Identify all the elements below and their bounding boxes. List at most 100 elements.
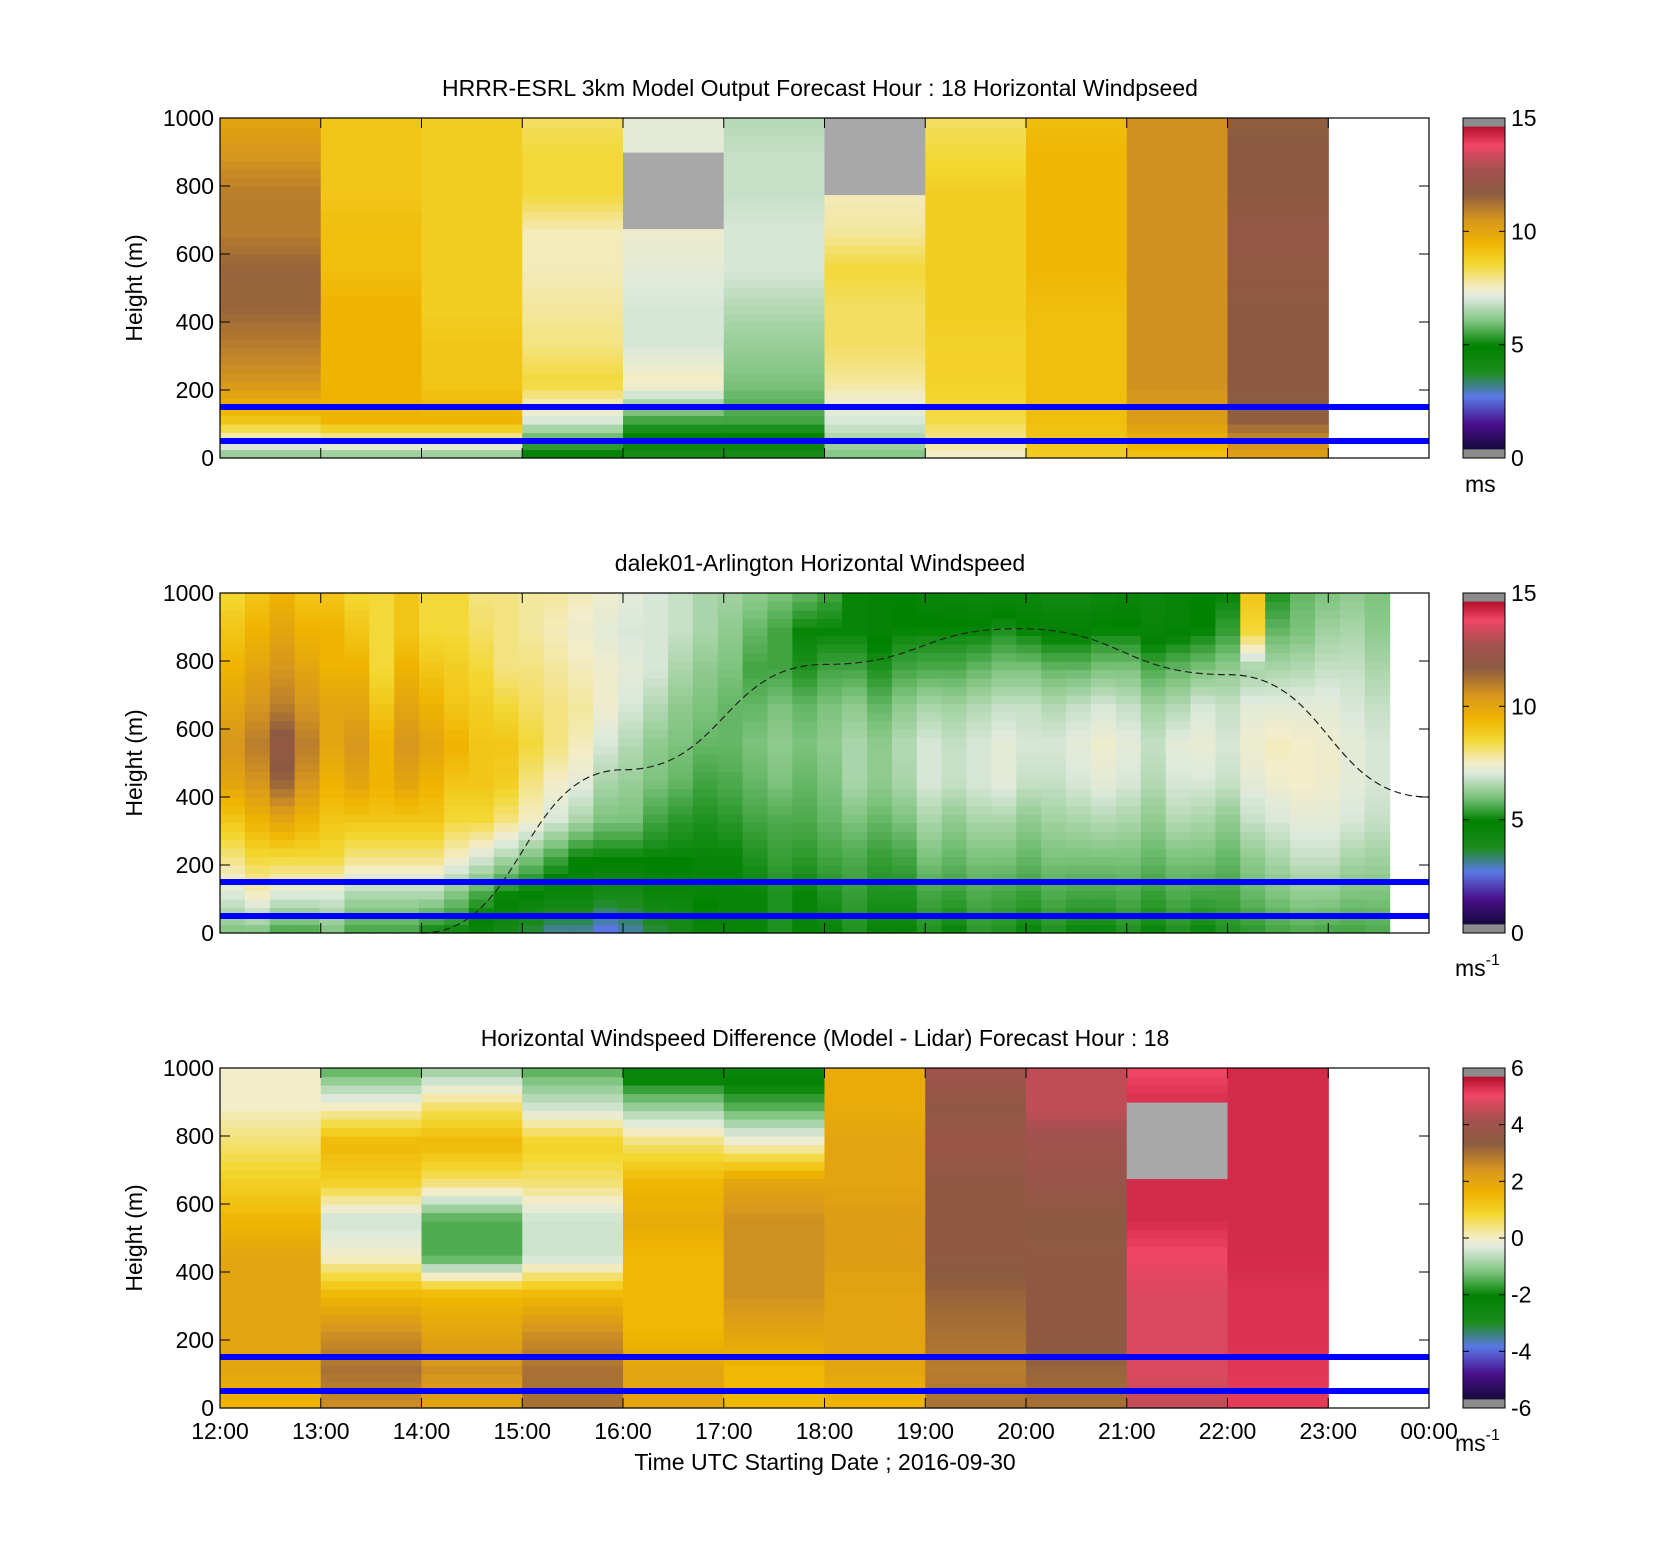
heatmap-cell: [1165, 873, 1192, 883]
heatmap-cell: [568, 712, 594, 722]
heatmap-cell: [1041, 788, 1067, 798]
heatmap-cell: [421, 228, 523, 238]
heatmap-cell: [319, 593, 346, 603]
heatmap-cell: [1227, 1127, 1329, 1137]
heatmap-cell: [294, 814, 321, 824]
heatmap-cell: [320, 1076, 423, 1086]
heatmap-cell: [522, 169, 624, 179]
heatmap-cell: [667, 805, 694, 815]
heatmap-cell: [667, 839, 694, 849]
heatmap-cell: [1140, 890, 1167, 900]
heatmap-cell: [925, 449, 1027, 459]
heatmap-cell: [319, 695, 346, 705]
heatmap-cell: [1190, 763, 1217, 773]
heatmap-cell: [692, 805, 719, 815]
heatmap-cell: [867, 805, 893, 815]
heatmap-cell: [817, 712, 843, 722]
heatmap-cell: [767, 924, 793, 934]
heatmap-cell: [1227, 1170, 1329, 1180]
heatmap-cell: [421, 254, 523, 264]
heatmap-cell: [1314, 652, 1341, 662]
heatmap-cell: [723, 211, 826, 221]
heatmap-cell: [522, 1374, 624, 1384]
heatmap-cell: [220, 390, 322, 400]
heatmap-cell: [717, 703, 744, 713]
heatmap-cell: [220, 1280, 322, 1290]
heatmap-cell: [1290, 686, 1316, 696]
heatmap-cell: [767, 856, 793, 866]
heatmap-cell: [369, 907, 395, 917]
heatmap-cell: [493, 754, 520, 764]
heatmap-cell: [220, 1331, 322, 1341]
heatmap-cell: [842, 839, 868, 849]
heatmap-cell: [244, 890, 271, 900]
heatmap-cell: [1090, 839, 1117, 849]
heatmap-cell: [294, 729, 321, 739]
heatmap-cell: [1115, 788, 1142, 798]
heatmap-cell: [623, 135, 725, 145]
heatmap-cell: [394, 661, 420, 671]
heatmap-cell: [493, 882, 520, 892]
heatmap-cell: [220, 1153, 322, 1163]
heatmap-cell: [220, 254, 322, 264]
heatmap-cell: [394, 618, 420, 628]
heatmap-cell: [1090, 652, 1117, 662]
heatmap-cell: [1190, 814, 1217, 824]
heatmap-cell: [643, 907, 669, 917]
heatmap-cell: [443, 822, 470, 832]
heatmap-cell: [1364, 686, 1391, 696]
heatmap-cell: [419, 678, 445, 688]
heatmap-cell: [867, 720, 893, 730]
heatmap-cell: [916, 610, 943, 620]
heatmap-cell: [1265, 678, 1291, 688]
heatmap-cell: [1364, 720, 1391, 730]
heatmap-cell: [842, 661, 868, 671]
heatmap-cell: [1165, 839, 1192, 849]
heatmap-cell: [916, 661, 943, 671]
heatmap-cell: [244, 754, 271, 764]
heatmap-cell: [1126, 1340, 1229, 1350]
heatmap-cell: [244, 720, 271, 730]
heatmap-cell: [244, 593, 271, 603]
heatmap-cell: [220, 237, 322, 247]
heatmap-cell: [522, 1187, 624, 1197]
heatmap-cell: [1126, 1085, 1229, 1095]
heatmap-cell: [1339, 601, 1366, 611]
heatmap-cell: [1026, 254, 1128, 264]
heatmap-cell: [518, 916, 545, 926]
heatmap-cell: [891, 686, 918, 696]
heatmap-cell: [1016, 882, 1042, 892]
heatmap-cell: [925, 347, 1027, 357]
heatmap-cell: [543, 797, 569, 807]
heatmap-cell: [623, 322, 725, 332]
heatmap-cell: [867, 788, 893, 798]
heatmap-cell: [966, 652, 993, 662]
heatmap-cell: [842, 848, 868, 858]
heatmap-cell: [792, 737, 818, 747]
heatmap-cell: [369, 669, 395, 679]
heatmap-cell: [1364, 865, 1391, 875]
heatmap-cell: [421, 1357, 523, 1367]
heatmap-cell: [867, 729, 893, 739]
heatmap-cell: [723, 1255, 826, 1265]
heatmap-cell: [1265, 924, 1291, 934]
heatmap-cell: [1140, 848, 1167, 858]
heatmap-cell: [991, 635, 1017, 645]
heatmap-cell: [522, 449, 624, 459]
heatmap-cell: [824, 313, 926, 323]
heatmap-cell: [1227, 1246, 1329, 1256]
heatmap-cell: [522, 1144, 624, 1154]
heatmap-cell: [522, 1127, 624, 1137]
heatmap-cell: [518, 788, 545, 798]
heatmap-cell: [522, 126, 624, 136]
heatmap-cell: [593, 754, 619, 764]
heatmap-cell: [1140, 882, 1167, 892]
heatmap-cell: [543, 916, 569, 926]
heatmap-cell: [717, 678, 744, 688]
heatmap-cell: [1041, 890, 1067, 900]
heatmap-cell: [643, 839, 669, 849]
heatmap-cell: [1126, 441, 1229, 451]
heatmap-cell: [1126, 1076, 1229, 1086]
heatmap-cell: [294, 865, 321, 875]
heatmap-cell: [925, 398, 1027, 408]
